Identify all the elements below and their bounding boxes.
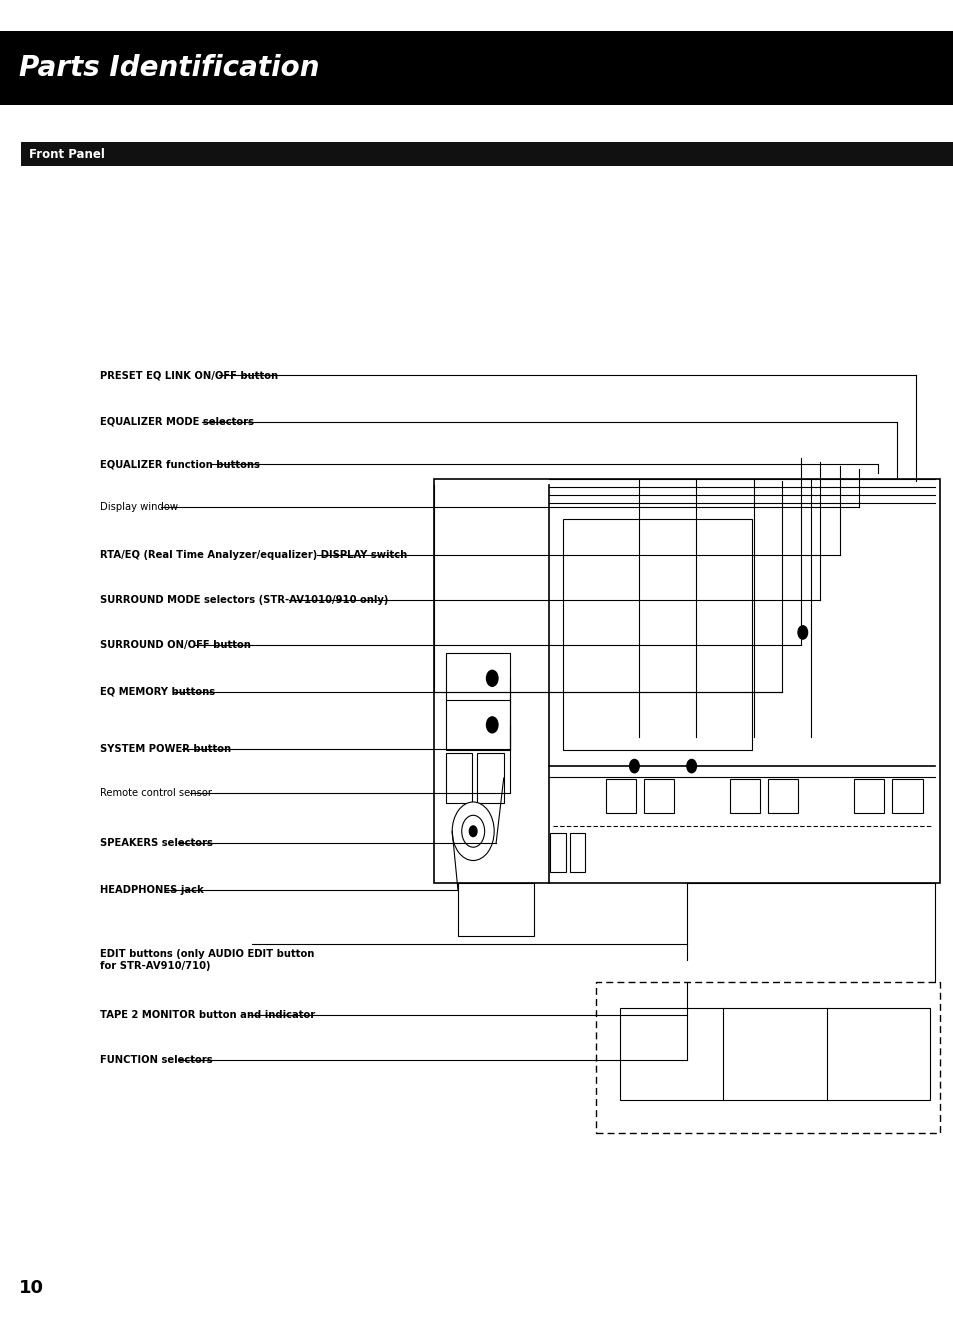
Text: PRESET EQ LINK ON/OFF button: PRESET EQ LINK ON/OFF button [100,370,278,380]
Text: EQ MEMORY buttons: EQ MEMORY buttons [100,686,215,697]
Circle shape [486,670,497,686]
Circle shape [797,626,806,640]
Text: RTA/EQ (Real Time Analyzer/equalizer) DISPLAY switch: RTA/EQ (Real Time Analyzer/equalizer) DI… [100,549,407,560]
Bar [643,779,674,813]
Text: SURROUND ON/OFF button: SURROUND ON/OFF button [100,640,251,650]
Circle shape [486,717,497,733]
Text: Display window: Display window [100,501,178,512]
Text: EQUALIZER MODE selectors: EQUALIZER MODE selectors [100,416,253,427]
Bar [853,779,883,813]
Text: Front Panel: Front Panel [29,148,105,161]
Circle shape [686,759,696,773]
Text: Remote control sensor: Remote control sensor [100,787,212,798]
Text: SYSTEM POWER button: SYSTEM POWER button [100,743,231,754]
Circle shape [452,802,494,861]
Text: HEADPHONES jack: HEADPHONES jack [100,884,204,895]
Bar [476,753,503,803]
Circle shape [629,759,639,773]
Circle shape [461,815,484,847]
Bar [767,779,798,813]
Bar [21,142,953,166]
Text: Parts Identification: Parts Identification [19,53,319,82]
Bar [891,779,922,813]
Bar [0,31,953,105]
Text: EDIT buttons (only AUDIO EDIT button
for STR-AV910/710): EDIT buttons (only AUDIO EDIT button for… [100,950,314,971]
Text: TAPE 2 MONITOR button and indicator: TAPE 2 MONITOR button and indicator [100,1009,315,1020]
Bar [562,519,751,750]
Text: SPEAKERS selectors: SPEAKERS selectors [100,838,213,849]
Text: 10: 10 [19,1278,44,1297]
Text: EQUALIZER function buttons: EQUALIZER function buttons [100,459,260,469]
Bar [729,779,760,813]
Bar [569,833,584,872]
Bar [434,479,939,883]
Bar [619,1008,929,1100]
Bar [445,653,510,704]
Text: SURROUND MODE selectors (STR-AV1010/910 only): SURROUND MODE selectors (STR-AV1010/910 … [100,595,388,605]
Bar [605,779,636,813]
Text: FUNCTION selectors: FUNCTION selectors [100,1055,213,1065]
Bar [550,833,565,872]
Circle shape [469,826,476,837]
Bar [457,883,534,936]
Bar [445,753,472,803]
Bar [445,700,510,750]
